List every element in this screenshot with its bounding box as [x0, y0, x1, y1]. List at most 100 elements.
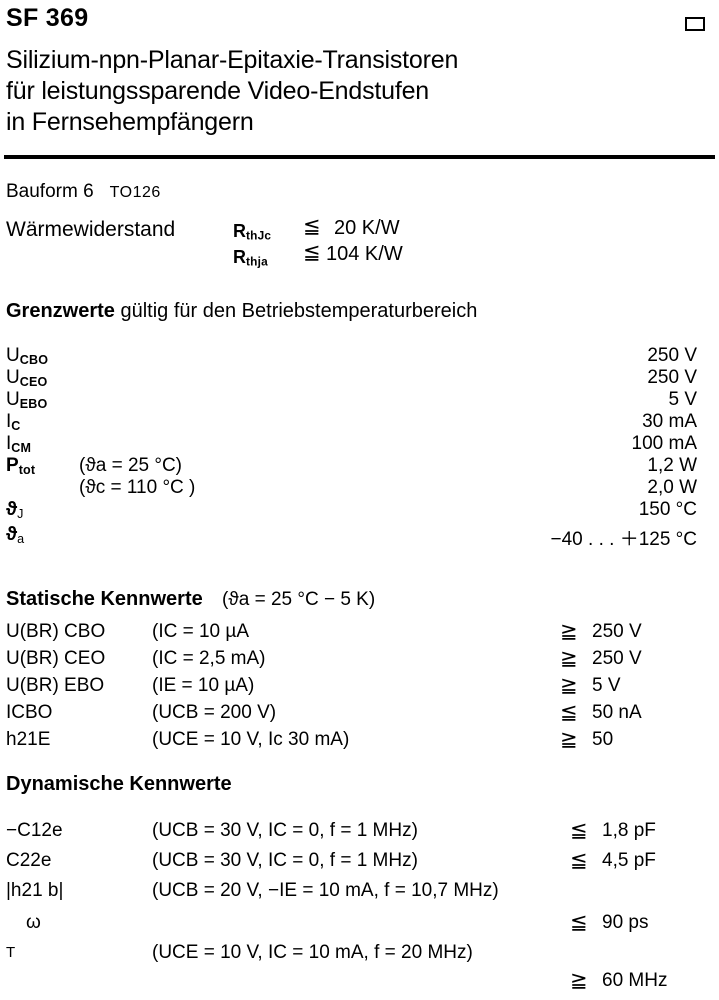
section-heading-limits-rest: gültig für den Betriebstemperaturbereich [114, 300, 478, 322]
dynamic-comparator-omega: ≦ [570, 911, 588, 934]
limit-symbol-theta-a: ϑa [6, 524, 24, 546]
package-code: TO126 [109, 184, 161, 201]
limit-value-uebo: 5 V [668, 389, 697, 410]
dynamic-comparator-c12e: ≦ [570, 819, 588, 842]
section-heading-static: Statische Kennwerte [6, 588, 203, 610]
dynamic-symbol-c22e: C22e [6, 850, 52, 871]
static-value-h21e: 50 [592, 729, 614, 750]
dynamic-value-ft: 60 MHz [602, 970, 668, 991]
subtitle-line-1: Silizium-npn-Planar-Epitaxie-Transistore… [6, 46, 459, 74]
limit-sym-base-7: ϑ [6, 499, 18, 520]
thermal-symbol-rthjc: RthJc [233, 221, 271, 243]
thermal-symbol-base-2: R [233, 247, 246, 267]
limit-condition-ptot-c: (ϑc = 110 °C ) [79, 477, 196, 498]
dynamic-value-c22e: 4,5 pF [602, 850, 656, 871]
limit-sym-sub-0: CBO [19, 352, 49, 367]
limit-symbol-ucbo: UCBO [6, 345, 48, 367]
static-condition-ubr-cbo: (IC = 10 µA [152, 621, 250, 642]
static-value-ubr-cbo: 250 V [592, 621, 642, 642]
limit-sym-base-2: U [6, 389, 20, 410]
static-comparator-icbo: ≦ [560, 701, 578, 724]
static-value-icbo: 50 nA [592, 702, 642, 723]
limit-symbol-uceo: UCEO [6, 367, 48, 389]
thermal-comparator-1: ≦ [303, 215, 321, 238]
limit-sym-base-1: U [6, 367, 20, 388]
limit-sym-sub-8: a [17, 531, 25, 546]
section-heading-limits: Grenzwerte gültig für den Betriebstemper… [6, 300, 477, 323]
page-title: SF 369 [6, 4, 89, 32]
document-subtitle: Silizium-npn-Planar-Epitaxie-Transistore… [6, 45, 458, 138]
static-symbol-h21e: h21E [6, 729, 51, 750]
static-value-ubr-ceo: 250 V [592, 648, 642, 669]
limit-sym-sub-4: CM [11, 440, 32, 455]
limit-value-theta-a: −40 . . . ＋125 °C [550, 529, 697, 550]
package-row: Bauform 6 TO126 [6, 181, 161, 203]
static-condition-ubr-ceo: (IC = 2,5 mA) [152, 648, 266, 669]
static-comparator-ubr-ebo: ≧ [560, 674, 578, 697]
static-value-ubr-ebo: 5 V [592, 675, 621, 696]
static-condition-ubr-ebo: (IE = 10 µA) [152, 675, 255, 696]
limit-sym-base-0: U [6, 345, 20, 366]
thermal-value-2: 104 K/W [326, 243, 403, 265]
section-heading-limits-bold: Grenzwerte [6, 300, 115, 322]
dynamic-comparator-c22e: ≦ [570, 849, 588, 872]
limit-value-icm: 100 mA [631, 433, 697, 454]
static-comparator-ubr-ceo: ≧ [560, 647, 578, 670]
static-symbol-ubr-ceo: U(BR) CEO [6, 648, 106, 669]
header-divider [4, 155, 715, 159]
static-symbol-icbo: ICBO [6, 702, 53, 723]
subtitle-line-2: für leistungssparende Video-Endstufen [6, 77, 429, 105]
static-symbol-ubr-cbo: U(BR) CBO [6, 621, 106, 642]
thermal-symbol-rthja: Rthja [233, 247, 268, 269]
limit-sym-sub-7: J [17, 506, 24, 521]
static-condition-h21e: (UCE = 10 V, Ic 30 mA) [152, 729, 350, 750]
limit-sym-sub-5: tot [18, 462, 36, 477]
limit-value-ptot-c: 2,0 W [647, 477, 697, 498]
limit-value-ic: 30 mA [642, 411, 697, 432]
limit-symbol-icm: ICM [6, 433, 31, 455]
dynamic-symbol-c12e: −C12e [6, 820, 63, 841]
limit-symbol-ptot: Ptot [6, 455, 35, 477]
dynamic-condition-h21b: (UCB = 20 V, −IE = 10 mA, f = 10,7 MHz) [152, 880, 499, 901]
limit-value-theta-j: 150 °C [638, 499, 697, 520]
limit-condition-ptot-a: (ϑa = 25 °C) [79, 455, 182, 476]
thermal-symbol-sub-2: thja [246, 254, 268, 269]
dynamic-symbol-h21b: |h21 b| [6, 880, 64, 901]
dynamic-value-omega: 90 ps [602, 912, 649, 933]
static-comparator-ubr-cbo: ≧ [560, 620, 578, 643]
limit-sym-sub-1: CEO [19, 374, 48, 389]
dynamic-comparator-ft: ≧ [570, 969, 588, 992]
limit-sym-sub-2: EBO [19, 396, 48, 411]
limit-value-ucbo: 250 V [647, 345, 697, 366]
rectangle-outline-icon [685, 17, 705, 31]
package-label: Bauform 6 [6, 181, 94, 202]
section-heading-dynamic: Dynamische Kennwerte [6, 773, 232, 795]
dynamic-symbol-tau: T [6, 944, 16, 961]
dynamic-symbol-omega: ω [26, 912, 41, 933]
limit-sym-base-3: I [6, 411, 12, 432]
limit-symbol-ic: IC [6, 411, 21, 433]
thermal-resistance-label: Wärmewiderstand [6, 218, 176, 241]
subtitle-line-3: in Fernsehempfängern [6, 108, 254, 136]
dynamic-condition-c22e: (UCB = 30 V, IC = 0, f = 1 MHz) [152, 850, 418, 871]
thermal-value-1: 20 K/W [334, 217, 400, 239]
limit-sym-base-8: ϑ [6, 524, 18, 545]
static-comparator-h21e: ≧ [560, 728, 578, 751]
limit-sym-base-5: P [6, 455, 19, 476]
static-condition-icbo: (UCB = 200 V) [152, 702, 277, 723]
limit-sym-sub-3: C [11, 418, 21, 433]
limit-value-uceo: 250 V [647, 367, 697, 388]
dynamic-condition-tau: (UCE = 10 V, IC = 10 mA, f = 20 MHz) [152, 942, 473, 963]
limit-symbol-uebo: UEBO [6, 389, 48, 411]
static-symbol-ubr-ebo: U(BR) EBO [6, 675, 105, 696]
limit-value-ptot-a: 1,2 W [647, 455, 697, 476]
thermal-comparator-2: ≦ [303, 241, 321, 264]
limit-symbol-theta-j: ϑJ [6, 499, 24, 521]
thermal-symbol-sub-1: thJc [246, 228, 272, 243]
thermal-symbol-base-1: R [233, 221, 246, 241]
section-condition-static: (ϑa = 25 °C − 5 K) [222, 589, 376, 610]
dynamic-value-c12e: 1,8 pF [602, 820, 656, 841]
limit-sym-base-4: I [6, 433, 12, 454]
dynamic-condition-c12e: (UCB = 30 V, IC = 0, f = 1 MHz) [152, 820, 418, 841]
